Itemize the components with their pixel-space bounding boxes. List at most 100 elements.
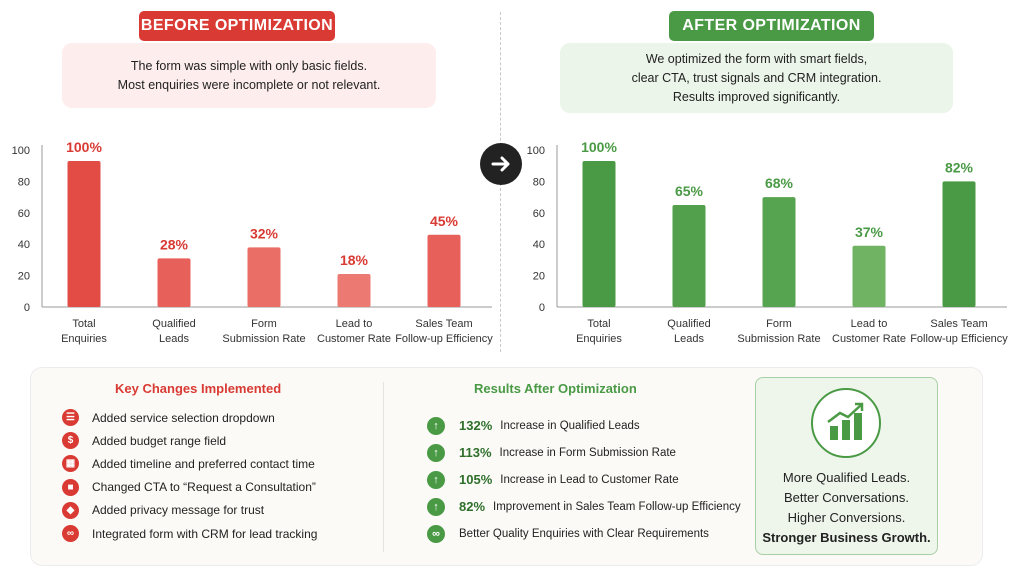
key-change-label: Added privacy message for trust: [92, 503, 265, 518]
result-percent: 113%: [459, 445, 492, 460]
before-bar: [157, 258, 191, 307]
key-change-label: Added timeline and preferred contact tim…: [92, 456, 315, 471]
after-data-label: 68%: [765, 175, 794, 191]
before-bar: [247, 247, 281, 307]
link-icon: ∞: [427, 524, 445, 543]
after-category-label: Lead to: [851, 318, 888, 330]
result-item: ∞ Better Quality Enquiries with Clear Req…: [427, 520, 741, 547]
before-category-label: Leads: [159, 333, 189, 345]
result-item: ↑ 113% Increase in Form Submission Rate: [427, 439, 741, 466]
before-data-label: 100%: [66, 139, 102, 155]
panel-separator: [383, 382, 384, 552]
up-arrow-icon: ↑: [427, 497, 445, 516]
before-description-line: The form was simple with only basic fiel…: [130, 58, 368, 73]
summary-text: More Qualified Leads. Better Conversatio…: [755, 468, 938, 548]
chat-icon: ■: [62, 478, 79, 496]
key-change-item: ◆ Added privacy message for trust: [62, 499, 317, 522]
up-arrow-icon: ↑: [427, 470, 445, 489]
before-description: The form was simple with only basic fiel…: [62, 43, 436, 108]
before-category-label: Enquiries: [61, 333, 107, 345]
after-category-label: Enquiries: [576, 333, 622, 345]
after-data-label: 65%: [675, 183, 704, 199]
summary-line: Better Conversations.: [783, 490, 909, 505]
key-change-label: Integrated form with CRM for lead tracki…: [92, 526, 318, 541]
up-arrow-icon: ↑: [427, 416, 445, 435]
before-category-label: Total: [72, 318, 95, 330]
key-change-label: Changed CTA to “Request a Consultation”: [92, 480, 316, 495]
after-category-label: Sales Team: [930, 318, 987, 330]
result-label: Increase in Qualified Leads: [500, 419, 640, 432]
after-y-tick-label: 60: [533, 208, 545, 220]
key-change-item: ■ Changed CTA to “Request a Consultation”: [62, 476, 317, 499]
after-bar: [762, 197, 796, 307]
summary-line: More Qualified Leads.: [782, 470, 911, 485]
summary-line: Higher Conversions.: [787, 510, 906, 525]
before-category-label: Follow-up Efficiency: [395, 333, 493, 345]
before-data-label: 18%: [340, 252, 369, 268]
before-category-label: Form: [251, 318, 277, 330]
before-bar: [337, 274, 371, 307]
result-label: Better Quality Enquiries with Clear Requ…: [459, 527, 709, 540]
results-title: Results After Optimization: [474, 381, 637, 396]
key-change-item: $ Added budget range field: [62, 429, 317, 452]
after-y-tick-label: 20: [533, 271, 545, 283]
key-change-item: ▦ Added timeline and preferred contact ti…: [62, 452, 317, 475]
after-category-label: Follow-up Efficiency: [910, 333, 1008, 345]
key-changes-title: Key Changes Implemented: [115, 381, 282, 396]
dollar-icon: $: [62, 432, 79, 450]
result-percent: 132%: [459, 418, 493, 433]
results-list: ↑ 132% Increase in Qualified Leads ↑ 113% Inc…: [427, 412, 741, 547]
result-percent: 105%: [459, 472, 493, 487]
after-category-label: Leads: [674, 333, 704, 345]
after-description: We optimized the form with smart fields,…: [560, 43, 953, 113]
before-bar-chart: 0 20 40 60 80 100 100% Total Enquiries 28% Qualifi…: [12, 139, 494, 345]
after-description-line: We optimized the form with smart fields,: [645, 51, 868, 66]
after-category-label: Form: [766, 318, 792, 330]
before-y-tick-label: 80: [18, 176, 30, 188]
calendar-icon: ▦: [62, 455, 79, 473]
before-optimization-badge: BEFORE OPTIMIZATION: [139, 11, 335, 41]
after-bar-chart: 0 20 40 60 80 100 100% Total Enquiries 65% Qualifi…: [527, 139, 1009, 345]
result-label: Increase in Form Submission Rate: [499, 446, 676, 459]
after-description-line: Results improved significantly.: [672, 89, 841, 104]
before-y-tick-label: 20: [18, 271, 30, 283]
after-data-label: 37%: [855, 224, 884, 240]
after-category-label: Total: [587, 318, 610, 330]
before-category-label: Sales Team: [415, 318, 472, 330]
result-percent: 82%: [459, 499, 486, 514]
after-data-label: 82%: [945, 159, 974, 175]
after-optimization-badge: AFTER OPTIMIZATION: [669, 11, 874, 41]
before-category-label: Customer Rate: [317, 333, 391, 345]
before-bar: [427, 234, 461, 307]
before-y-tick-label: 40: [18, 239, 30, 251]
after-bar: [852, 245, 886, 307]
after-category-label: Submission Rate: [737, 333, 820, 345]
result-item: ↑ 82% Improvement in Sales Team Follow-up …: [427, 493, 741, 520]
before-data-label: 45%: [430, 213, 459, 229]
key-change-item: ☰ Added service selection dropdown: [62, 406, 317, 429]
summary-strong-line: Stronger Business Growth.: [762, 530, 931, 545]
before-data-label: 32%: [250, 225, 279, 241]
key-change-label: Added budget range field: [92, 433, 227, 448]
result-label: Increase in Lead to Customer Rate: [500, 473, 679, 486]
before-description-line: Most enquiries were incomplete or not re…: [117, 77, 381, 92]
before-category-label: Lead to: [336, 318, 373, 330]
before-category-label: Qualified: [152, 318, 195, 330]
before-category-label: Submission Rate: [222, 333, 305, 345]
key-change-label: Added service selection dropdown: [92, 410, 275, 425]
after-bar: [942, 181, 976, 307]
after-y-tick-label: 100: [527, 145, 545, 157]
before-data-label: 28%: [160, 236, 189, 252]
before-y-tick-label: 60: [18, 208, 30, 220]
after-y-tick-label: 80: [533, 176, 545, 188]
before-y-tick-label: 0: [24, 302, 30, 314]
after-category-label: Qualified: [667, 318, 710, 330]
after-category-label: Customer Rate: [832, 333, 906, 345]
growth-chart-icon: [811, 388, 881, 458]
key-changes-list: ☰ Added service selection dropdown $ Added …: [62, 406, 317, 545]
after-y-tick-label: 0: [539, 302, 545, 314]
result-item: ↑ 105% Increase in Lead to Customer Rate: [427, 466, 741, 493]
right-arrow-icon: [480, 143, 522, 185]
before-y-tick-label: 100: [12, 145, 30, 157]
link-icon: ∞: [62, 525, 79, 543]
